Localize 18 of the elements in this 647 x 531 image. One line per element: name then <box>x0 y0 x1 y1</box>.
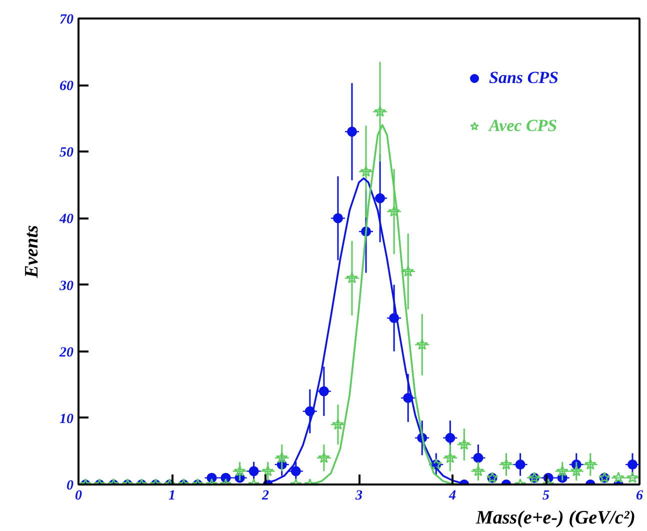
y-tick-label: 70 <box>60 12 74 28</box>
x-axis-title: Mass(e+e-) (GeV/c²) <box>475 508 636 528</box>
x-tick-label: 4 <box>448 488 456 504</box>
y-tick-label: 50 <box>60 146 74 161</box>
x-tick-label: 1 <box>168 488 176 504</box>
x-tick-label: 3 <box>354 488 362 504</box>
y-tick-label: 60 <box>60 79 74 94</box>
y-tick-label: 0 <box>66 478 74 494</box>
legend-label: Avec CPS <box>489 116 558 136</box>
x-tick-label: 6 <box>636 488 643 504</box>
y-axis-title: Events <box>22 225 42 279</box>
legend-label: Sans CPS <box>489 68 558 88</box>
y-tick-label: 30 <box>58 278 74 294</box>
x-tick-label: 2 <box>261 488 269 504</box>
y-tick-label: 10 <box>60 412 74 427</box>
y-tick-label: 20 <box>58 345 74 360</box>
y-tick-label: 40 <box>58 212 74 228</box>
x-tick-label: 5 <box>542 488 550 504</box>
